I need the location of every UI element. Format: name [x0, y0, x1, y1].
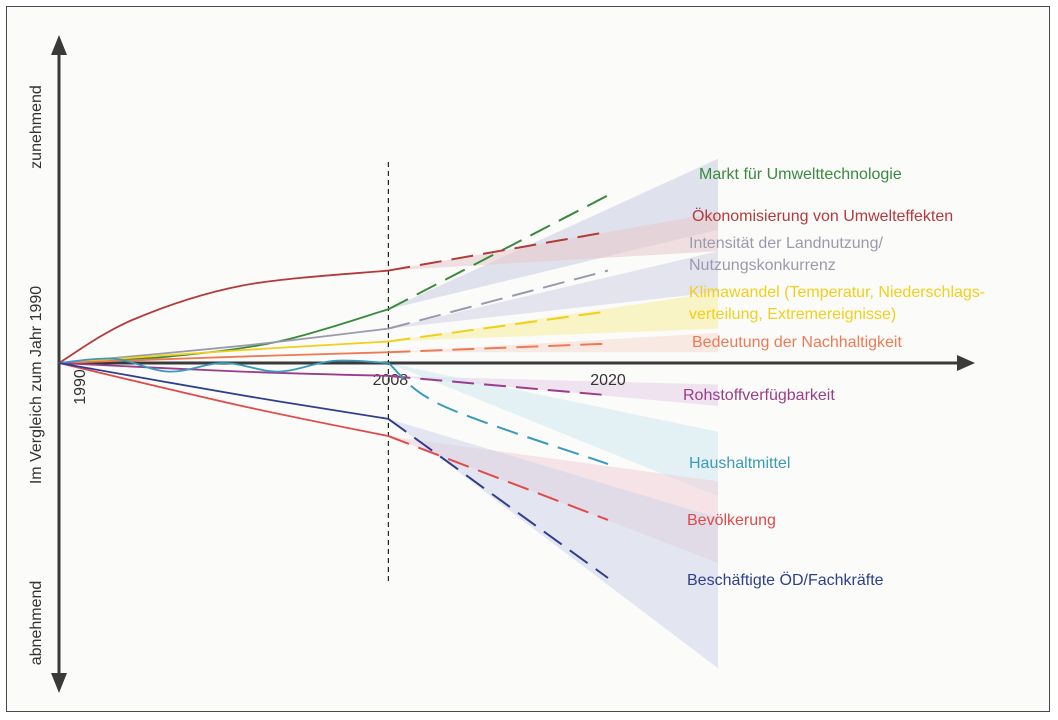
uncertainty-band-4 — [388, 332, 718, 353]
y-axis-arrow-down — [51, 673, 67, 693]
chart-frame: zunehmend Im Vergleich zum Jahr 1990 abneh… — [6, 6, 1050, 712]
y-axis-title: Im Vergleich zum Jahr 1990 — [28, 286, 45, 484]
series-projected-4 — [388, 342, 609, 354]
labels: Markt für Umwelttechnologie Ökonomisierun… — [683, 166, 985, 589]
series-label-2: Intensität der Landnutzung/Nutzungskonku… — [689, 235, 883, 274]
series-label-6: Haushaltmittel — [689, 455, 790, 472]
axes: zunehmend Im Vergleich zum Jahr 1990 abneh… — [28, 35, 975, 693]
uncertainty-bands — [388, 158, 718, 669]
series-observed-7 — [58, 362, 389, 437]
series-observed-5 — [58, 362, 389, 377]
x-tick-2008: 2008 — [373, 372, 409, 389]
series-label-3: Klimawandel (Temperatur, Niederschlags-v… — [689, 284, 985, 323]
series-label-1: Ökonomisierung von Umwelteffekten — [692, 207, 953, 225]
uncertainty-band-0 — [388, 158, 718, 310]
series-projected-5 — [388, 374, 609, 397]
series-label-5: Rohstoffverfügbarkeit — [683, 387, 835, 404]
series-projected-3 — [388, 310, 609, 343]
uncertainty-band-3 — [388, 292, 718, 342]
series-observed-3 — [58, 340, 389, 364]
y-bottom-label: abnehmend — [28, 581, 45, 666]
series-observed-4 — [58, 351, 389, 364]
x-tick-2020: 2020 — [590, 372, 626, 389]
series-label-0: Markt für Umwelttechnologie — [699, 166, 902, 183]
series-observed-0 — [58, 308, 389, 364]
series-observed-8 — [58, 362, 389, 420]
series-projected-6 — [387, 362, 609, 465]
series-label-7: Bevölkerung — [687, 512, 776, 529]
uncertainty-band-8 — [388, 418, 718, 669]
series-label-8: Beschäftigte ÖD/Fachkräfte — [687, 571, 884, 589]
y-top-label: zunehmend — [28, 85, 45, 169]
y-axis-arrow-up — [51, 35, 67, 55]
x-tick-1990: 1990 — [72, 369, 89, 405]
series-label-4: Bedeutung der Nachhaltigkeit — [692, 334, 902, 351]
x-axis-arrow — [957, 355, 975, 371]
series-observed-6 — [58, 357, 389, 373]
chart-svg: zunehmend Im Vergleich zum Jahr 1990 abneh… — [28, 35, 985, 693]
series-projected-7 — [388, 435, 609, 521]
series-lines — [58, 194, 609, 579]
series-observed-1 — [58, 269, 389, 364]
series-projected-1 — [388, 230, 609, 272]
series-projected-8 — [387, 418, 609, 579]
uncertainty-band-6 — [388, 363, 718, 497]
series-projected-2 — [388, 269, 609, 330]
series-projected-0 — [387, 194, 609, 311]
